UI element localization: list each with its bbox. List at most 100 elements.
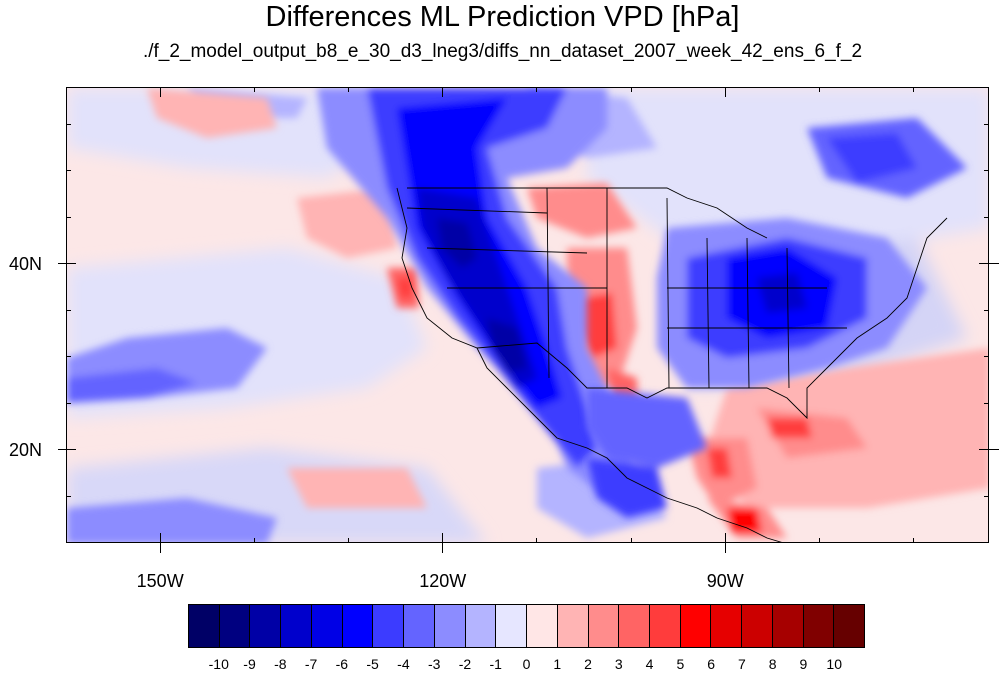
x-tick-top [65, 87, 67, 92]
y-tick-left [66, 123, 71, 125]
y-tick-left-out [58, 449, 66, 451]
y-tick-right [984, 216, 989, 218]
colorbar-label: 8 [768, 656, 777, 672]
colorbar-swatch [189, 605, 220, 647]
colorbar-swatch [311, 605, 343, 647]
colorbar-label: -8 [274, 656, 287, 672]
x-tick-label: 150W [136, 571, 184, 591]
x-tick-top [630, 87, 632, 92]
colorbar-swatch [803, 605, 835, 647]
y-tick-left [66, 495, 71, 497]
y-tick-left [66, 216, 71, 218]
colorbar-label: 1 [553, 656, 562, 672]
x-tick-bottom [442, 533, 444, 543]
y-tick-label: 40N [8, 253, 42, 274]
x-tick-bottom [913, 538, 915, 543]
y-tick-right-out [989, 263, 999, 265]
x-tick-bottom [630, 538, 632, 543]
x-tick-top [818, 87, 820, 92]
x-tick-bottom [536, 538, 538, 543]
x-tick-top [442, 87, 444, 97]
colorbar-swatch [219, 605, 251, 647]
y-tick-left [66, 356, 71, 358]
colorbar-swatch [373, 605, 405, 647]
x-tick-top [253, 87, 255, 92]
x-tick-top [348, 87, 350, 92]
map-plot-area [66, 87, 989, 543]
colorbar-swatch [772, 605, 804, 647]
colorbar-label: 10 [826, 656, 843, 672]
colorbar-labels: -10 -9 -8 -7 -6 -5 -4 -3 -2 -1 0 1 2 3 4 5 6 7 8 9 10 [188, 657, 865, 673]
colorbar-label: -7 [304, 656, 318, 672]
colorbar-label: 7 [738, 656, 746, 672]
colorbar-swatch [281, 605, 312, 647]
colorbar-label: 4 [645, 656, 654, 672]
y-tick-left [66, 402, 71, 404]
colorbar [188, 604, 865, 648]
colorbar-label: 2 [584, 656, 592, 672]
colorbar-label: -1 [489, 656, 502, 672]
colorbar-label: -5 [366, 656, 379, 672]
y-tick-left [66, 449, 76, 451]
x-tick-bottom [818, 538, 820, 543]
x-tick-label: 90W [706, 571, 744, 591]
x-tick-bottom [724, 533, 726, 543]
x-tick-bottom [348, 538, 350, 543]
x-tick-top [536, 87, 538, 92]
colorbar-label: -3 [427, 656, 441, 672]
colorbar-swatch [250, 605, 282, 647]
colorbar-swatch [496, 605, 528, 647]
x-tick-top [913, 87, 915, 92]
colorbar-label: -4 [397, 656, 410, 672]
x-tick-label: 120W [419, 571, 467, 591]
map-title: Differences ML Prediction VPD [hPa] [265, 1, 740, 33]
colorbar-swatch [742, 605, 773, 647]
colorbar-swatch [557, 605, 589, 647]
colorbar-label: 3 [614, 656, 623, 672]
map-subtitle: ./f_2_model_output_b8_e_30_d3_lneg3/diff… [142, 41, 863, 62]
colorbar-swatch [465, 605, 497, 647]
y-tick-right [984, 495, 989, 497]
colorbar-label: -6 [335, 656, 349, 672]
x-tick-top [159, 87, 161, 97]
colorbar-swatch [711, 605, 743, 647]
y-tick-right [979, 263, 989, 265]
colorbar-swatch [434, 605, 466, 647]
colorbar-label: -10 [208, 656, 229, 672]
y-tick-left [66, 309, 71, 311]
colorbar-label: 6 [707, 656, 716, 672]
x-tick-bottom [159, 533, 161, 543]
x-tick-out [159, 543, 161, 553]
colorbar-label: 9 [799, 656, 808, 672]
vpd-difference-field [67, 88, 988, 542]
y-tick-right [979, 449, 989, 451]
colorbar-swatch [834, 605, 865, 647]
y-tick-left [66, 263, 76, 265]
colorbar-swatch [404, 605, 435, 647]
colorbar-label: 0 [522, 656, 531, 672]
colorbar-swatch [527, 605, 558, 647]
x-tick-bottom [253, 538, 255, 543]
x-tick-bottom [65, 538, 67, 543]
colorbar-swatch [588, 605, 620, 647]
colorbar-swatch [342, 605, 374, 647]
y-tick-left-out [58, 263, 66, 265]
y-tick-right-out [989, 449, 999, 451]
colorbar-swatch [619, 605, 651, 647]
colorbar-swatch [650, 605, 681, 647]
y-tick-left [66, 170, 71, 172]
y-tick-right [984, 356, 989, 358]
y-tick-label: 20N [8, 439, 42, 460]
colorbar-label: -2 [458, 656, 472, 672]
colorbar-label: -9 [243, 656, 256, 672]
x-tick-out [724, 543, 726, 553]
y-tick-right [984, 170, 989, 172]
colorbar-label: 5 [676, 656, 685, 672]
y-tick-right [984, 123, 989, 125]
coastlines-borders [396, 187, 948, 542]
x-tick-top [724, 87, 726, 97]
x-tick-out [442, 543, 444, 553]
y-tick-right [984, 309, 989, 311]
y-tick-right [984, 402, 989, 404]
colorbar-swatch [680, 605, 712, 647]
